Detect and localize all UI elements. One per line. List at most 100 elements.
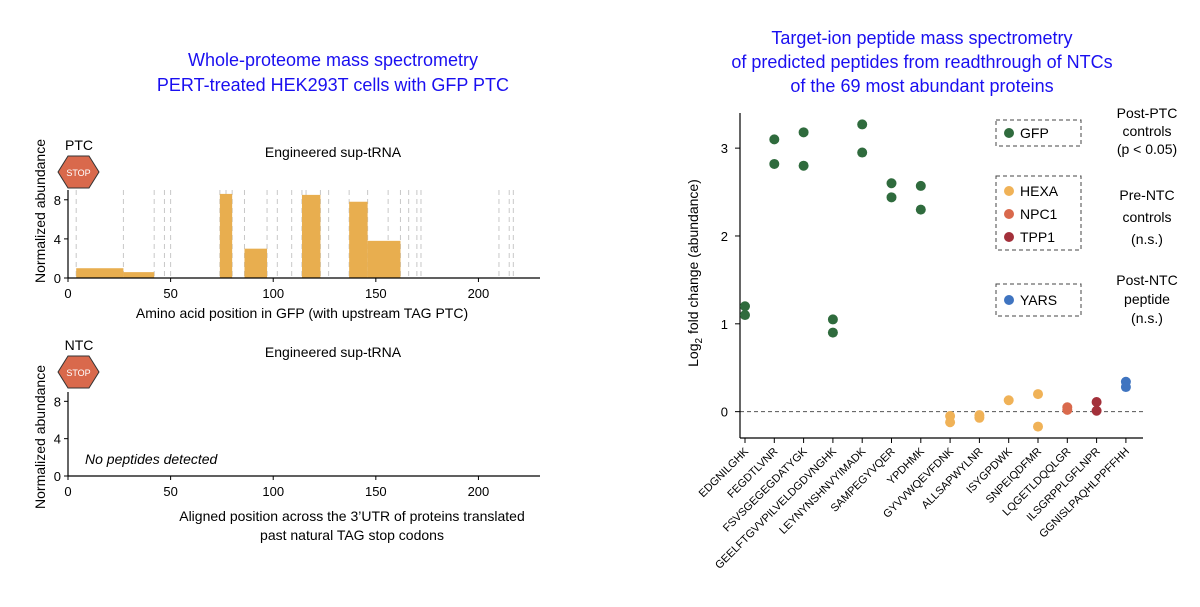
data-point-hexa (974, 412, 985, 423)
x-tick-label: 200 (468, 484, 490, 499)
y-tick-label: 4 (54, 432, 61, 447)
right-title-line-2: of predicted peptides from readthrough o… (731, 52, 1112, 72)
scatter-plot: 0123EDGNILGHKFEGDTLVNRFSVSGEGEGDATYGKGEE… (697, 113, 1143, 572)
data-point-gfp (915, 180, 926, 191)
legend-group-3-line-2: peptide (1124, 291, 1170, 307)
abundance-bar (244, 248, 268, 278)
left-title-line-1: Whole-proteome mass spectrometry (188, 50, 478, 70)
ptc-panel: PTC STOP Engineered sup-tRNA Normalized … (32, 137, 540, 321)
legend: GFP Post-PTC controls (p < 0.05) HEXA NP… (995, 105, 1178, 326)
y-tick-label: 0 (54, 271, 61, 286)
ntc-panel: NTC STOP Engineered sup-tRNA Normalized … (32, 337, 540, 543)
legend-label-tpp1: TPP1 (1020, 229, 1055, 245)
legend-label-yars: YARS (1020, 292, 1057, 308)
data-point-gfp (857, 147, 868, 158)
x-tick-label: 100 (262, 286, 284, 301)
x-tick-label: 200 (468, 286, 490, 301)
data-point-yars (1120, 382, 1131, 393)
abundance-bar (301, 194, 321, 278)
data-point-hexa (1033, 421, 1043, 432)
data-point-tpp1 (1091, 405, 1102, 416)
ptc-x-axis-label: Amino acid position in GFP (with upstrea… (136, 305, 468, 321)
y-tick-label: 4 (54, 232, 61, 247)
legend-group-3-line-1: Post-NTC (1116, 272, 1177, 288)
stop-sign-icon: STOP (57, 155, 100, 189)
y-tick-label: 0 (721, 405, 728, 420)
ptc-barplot: 0 4 8 0 50 100 150 200 (54, 190, 540, 301)
legend-marker-hexa (1004, 186, 1014, 196)
x-tick-label: 150 (365, 286, 387, 301)
data-point-hexa (1033, 389, 1043, 400)
data-point-gfp (740, 301, 750, 312)
abundance-bar (349, 201, 368, 278)
legend-group-1-line-1: Post-PTC (1117, 105, 1178, 121)
x-category-label: EDGNILGHK (697, 445, 752, 500)
legend-label-hexa: HEXA (1020, 183, 1059, 199)
data-point-gfp (798, 127, 809, 138)
ntc-barplot: 0 4 8 0 50 100 150 200 (54, 392, 540, 499)
y-tick-label: 2 (721, 229, 728, 244)
y-tick-label: 0 (54, 469, 61, 484)
legend-label-npc1: NPC1 (1020, 206, 1058, 222)
scatter-y-axis-label: Log2 fold change (abundance) (685, 179, 705, 367)
abundance-bar (219, 193, 233, 278)
ntc-badge-label: NTC (65, 337, 94, 353)
ptc-panel-subtitle: Engineered sup-tRNA (265, 144, 402, 160)
data-point-gfp (798, 160, 809, 171)
data-point-gfp (915, 204, 926, 215)
abundance-bar (367, 240, 401, 278)
data-point-gfp (740, 310, 750, 321)
legend-group-3-line-3: (n.s.) (1131, 310, 1163, 326)
y-tick-label: 8 (54, 193, 61, 208)
y-tick-label: 3 (721, 141, 728, 156)
data-point-gfp (857, 119, 868, 130)
ntc-x-axis-label-line-1: Aligned position across the 3’UTR of pro… (179, 508, 525, 524)
ntc-x-axis-label-line-2: past natural TAG stop codons (260, 527, 444, 543)
legend-group-2-line-1: Pre-NTC (1119, 187, 1174, 203)
data-point-npc1 (1062, 404, 1073, 415)
x-tick-label: 50 (163, 286, 177, 301)
data-point-hexa (945, 417, 956, 428)
legend-box-gfp (995, 119, 1082, 147)
no-peptides-note: No peptides detected (85, 451, 219, 467)
abundance-bar (76, 268, 124, 278)
ntc-y-axis-label: Normalized abundance (32, 365, 48, 509)
x-tick-label: 50 (163, 484, 177, 499)
data-point-gfp (769, 158, 780, 169)
data-point-hexa (1003, 395, 1014, 406)
legend-marker-npc1 (1004, 209, 1014, 219)
stop-sign-text: STOP (66, 368, 90, 378)
x-tick-label: 0 (64, 484, 71, 499)
data-point-gfp (827, 327, 838, 338)
data-point-gfp (827, 314, 838, 325)
x-tick-label: 0 (64, 286, 71, 301)
x-tick-label: 150 (365, 484, 387, 499)
y-tick-label: 8 (54, 394, 61, 409)
data-point-gfp (769, 134, 780, 145)
legend-marker-gfp (1004, 128, 1014, 138)
left-title-line-2: PERT-treated HEK293T cells with GFP PTC (157, 75, 509, 95)
data-point-gfp (886, 192, 897, 203)
legend-group-2-line-2: controls (1122, 209, 1171, 225)
legend-marker-yars (1004, 295, 1014, 305)
legend-label-gfp: GFP (1020, 125, 1049, 141)
legend-group-1-line-3: (p < 0.05) (1117, 141, 1177, 157)
ptc-y-axis-label: Normalized abundance (32, 139, 48, 283)
legend-box-pre-ntc (995, 175, 1082, 251)
stop-sign-text: STOP (66, 168, 90, 178)
legend-group-1-line-2: controls (1122, 123, 1171, 139)
ntc-panel-subtitle: Engineered sup-tRNA (265, 344, 402, 360)
legend-marker-tpp1 (1004, 232, 1014, 242)
ptc-badge-label: PTC (65, 137, 93, 153)
data-point-gfp (886, 178, 897, 189)
y-tick-label: 1 (721, 317, 728, 332)
right-title-line-1: Target-ion peptide mass spectrometry (771, 28, 1072, 48)
data-point-tpp1 (1091, 396, 1102, 407)
abundance-bar (123, 272, 155, 278)
stop-sign-icon: STOP (57, 355, 100, 389)
right-title-line-3: of the 69 most abundant proteins (790, 76, 1053, 96)
x-tick-label: 100 (262, 484, 284, 499)
legend-group-2-line-3: (n.s.) (1131, 231, 1163, 247)
legend-box-yars (995, 283, 1082, 317)
